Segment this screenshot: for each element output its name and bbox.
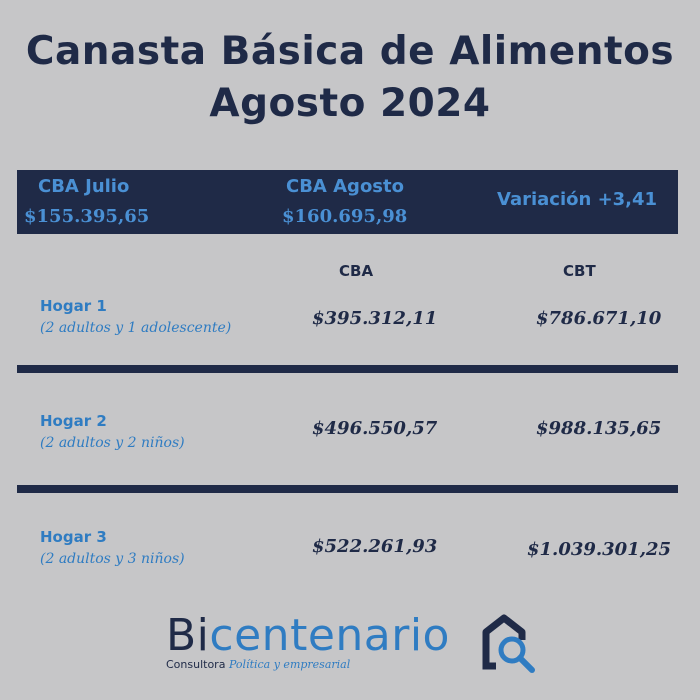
cba-agosto-label: CBA Agosto	[286, 176, 404, 197]
cba-julio-value: $155.395,65	[24, 206, 150, 227]
hogar-description: (2 adultos y 1 adolescente)	[40, 320, 232, 336]
hogar-description: (2 adultos y 2 niños)	[40, 435, 185, 451]
hogar-name: Hogar 2	[40, 412, 107, 430]
hogar-1-cbt-value: $786.671,10	[536, 308, 662, 329]
hogar-name: Hogar 3	[40, 528, 107, 546]
hogar-2-cba-value: $496.550,57	[312, 418, 438, 439]
hogar-2-cbt-value: $988.135,65	[536, 418, 662, 439]
title-line-2: Agosto 2024	[209, 81, 491, 126]
logo-subtitle: Consultora Política y empresarial	[166, 658, 350, 671]
hogar-description: (2 adultos y 3 niños)	[40, 551, 185, 567]
hogar-1-cba-value: $395.312,11	[312, 308, 438, 329]
house-magnifier-icon	[482, 614, 535, 673]
logo-word-prefix: Bi	[166, 610, 210, 661]
hogar-2-label: Hogar 2 (2 adultos y 2 niños)	[40, 410, 185, 454]
hogar-3-label: Hogar 3 (2 adultos y 3 niños)	[40, 526, 185, 570]
row-divider	[17, 365, 678, 373]
logo-word-rest: centenario	[209, 610, 450, 661]
row-divider	[17, 485, 678, 493]
logo-sub-consultora: Consultora	[166, 658, 226, 671]
variacion-label: Variación +3,41	[497, 189, 658, 210]
column-header-cba: CBA	[339, 262, 374, 280]
page-title: Canasta Básica de Alimentos Agosto 2024	[0, 26, 700, 130]
hogar-3-cba-value: $522.261,93	[312, 536, 438, 557]
title-line-1: Canasta Básica de Alimentos	[25, 29, 675, 74]
cba-agosto-value: $160.695,98	[282, 206, 408, 227]
logo-sub-politica: Política y empresarial	[228, 658, 351, 671]
hogar-name: Hogar 1	[40, 297, 107, 315]
hogar-3-cbt-value: $1.039.301,25	[527, 539, 672, 560]
logo-wordmark: Bicentenario	[166, 612, 450, 660]
summary-banner: CBA Julio $155.395,65 CBA Agosto $160.69…	[17, 170, 678, 234]
bicentenario-logo: Bicentenario Consultora Política y empre…	[166, 612, 450, 672]
cba-julio-label: CBA Julio	[38, 176, 130, 197]
column-header-cbt: CBT	[563, 262, 596, 280]
hogar-1-label: Hogar 1 (2 adultos y 1 adolescente)	[40, 295, 231, 339]
